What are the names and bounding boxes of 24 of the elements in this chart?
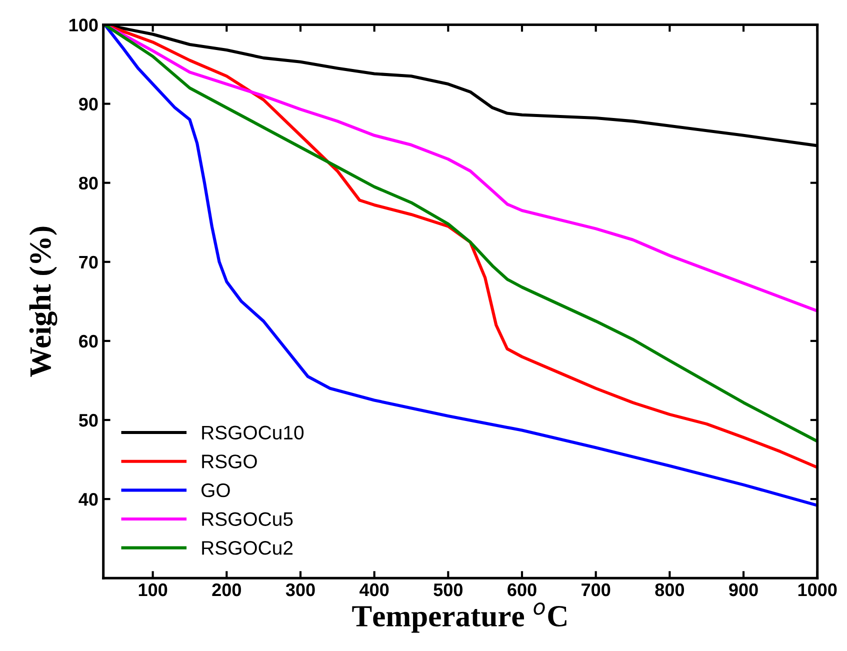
x-tick-label: 700	[582, 583, 610, 596]
y-tick-label: 80	[78, 176, 98, 190]
y-tick-label: 90	[79, 98, 98, 111]
x-tick-label: 500	[434, 583, 462, 596]
x-axis-title: Temperature $^{o}$C	[352, 602, 566, 633]
legend-label: RSGOCu2	[202, 541, 293, 555]
y-axis-title: Weight (%)	[29, 226, 58, 377]
y-tick-label: 60	[79, 334, 98, 348]
legend-label: RSGOCu10	[202, 426, 304, 440]
x-tick-label: 100	[138, 583, 168, 596]
y-tick-label: 100	[69, 18, 98, 32]
x-tick-label: 600	[508, 583, 536, 596]
x-tick-label: 200	[212, 583, 241, 596]
y-tick-label: 40	[78, 492, 98, 506]
y-tick-label: 70	[79, 256, 98, 269]
x-tick-label: 400	[360, 583, 389, 596]
legend-label: GO	[202, 483, 230, 498]
x-tick-label: 900	[729, 583, 758, 596]
y-tick-label: 50	[78, 414, 98, 427]
x-tick-label: 1000	[798, 583, 837, 596]
legend-label: RSGOCu5	[202, 512, 293, 526]
legend-label: RSGO	[202, 454, 257, 468]
x-tick-label: 300	[286, 583, 315, 596]
x-tick-label: 800	[655, 583, 684, 596]
